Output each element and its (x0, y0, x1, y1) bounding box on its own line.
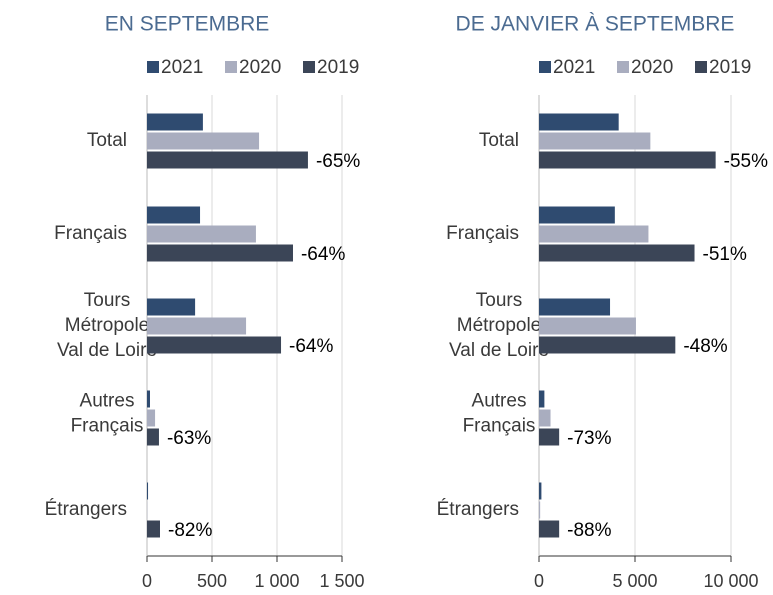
bar (539, 207, 615, 224)
value-label: -64% (289, 336, 333, 357)
bar (147, 483, 148, 500)
value-label: -63% (167, 428, 211, 449)
bar (147, 114, 203, 131)
bar (539, 429, 559, 446)
value-label: -48% (683, 336, 727, 357)
bar (147, 299, 195, 316)
legend-label: 2019 (709, 57, 751, 78)
value-label: -88% (567, 520, 611, 541)
value-label: -64% (301, 244, 345, 265)
legend-swatch (695, 61, 707, 73)
bar (539, 521, 559, 538)
x-tick-label: 0 (142, 571, 152, 590)
bar (147, 133, 259, 150)
bar (147, 207, 200, 224)
value-label: -73% (567, 428, 611, 449)
value-label: -65% (316, 151, 360, 172)
value-label: -51% (703, 244, 747, 265)
bar (147, 318, 246, 335)
bar (539, 133, 650, 150)
legend-swatch (303, 61, 315, 73)
bar (147, 245, 293, 262)
bar (539, 502, 540, 519)
bar (147, 152, 308, 169)
legend-label: 2019 (317, 57, 359, 78)
chart-title: DE JANVIER À SEPTEMBRE (456, 13, 735, 36)
bar (147, 226, 256, 243)
bar (539, 410, 551, 427)
bar (147, 391, 150, 408)
x-tick-label: 1 500 (319, 571, 364, 590)
bar (539, 152, 716, 169)
legend-label: 2020 (631, 57, 673, 78)
x-tick-label: 0 (534, 571, 544, 590)
x-tick-label: 500 (197, 571, 227, 590)
legend-swatch (539, 61, 551, 73)
bar (147, 337, 281, 354)
x-tick-label: 10 000 (703, 571, 758, 590)
x-tick-label: 5 000 (612, 571, 657, 590)
bar (539, 337, 675, 354)
bar (539, 245, 695, 262)
bar (147, 429, 159, 446)
bar (539, 318, 636, 335)
bar (539, 483, 541, 500)
legend-label: 2021 (161, 57, 203, 78)
value-label: -82% (168, 520, 212, 541)
bar (147, 410, 155, 427)
legend-swatch (225, 61, 237, 73)
category-label: Total (87, 130, 127, 151)
bar (539, 299, 610, 316)
value-label: -55% (724, 151, 768, 172)
category-label: Français (446, 223, 519, 244)
legend-label: 2021 (553, 57, 595, 78)
chart-title: EN SEPTEMBRE (105, 13, 270, 36)
category-label: Étrangers (437, 499, 519, 520)
legend-label: 2020 (239, 57, 281, 78)
bar (539, 226, 648, 243)
bar (147, 521, 160, 538)
category-label: Français (54, 223, 127, 244)
x-tick-label: 1 000 (254, 571, 299, 590)
bar (539, 391, 544, 408)
legend-swatch (617, 61, 629, 73)
bar (539, 114, 619, 131)
legend-swatch (147, 61, 159, 73)
category-label: Total (479, 130, 519, 151)
category-label: Étrangers (45, 499, 127, 520)
